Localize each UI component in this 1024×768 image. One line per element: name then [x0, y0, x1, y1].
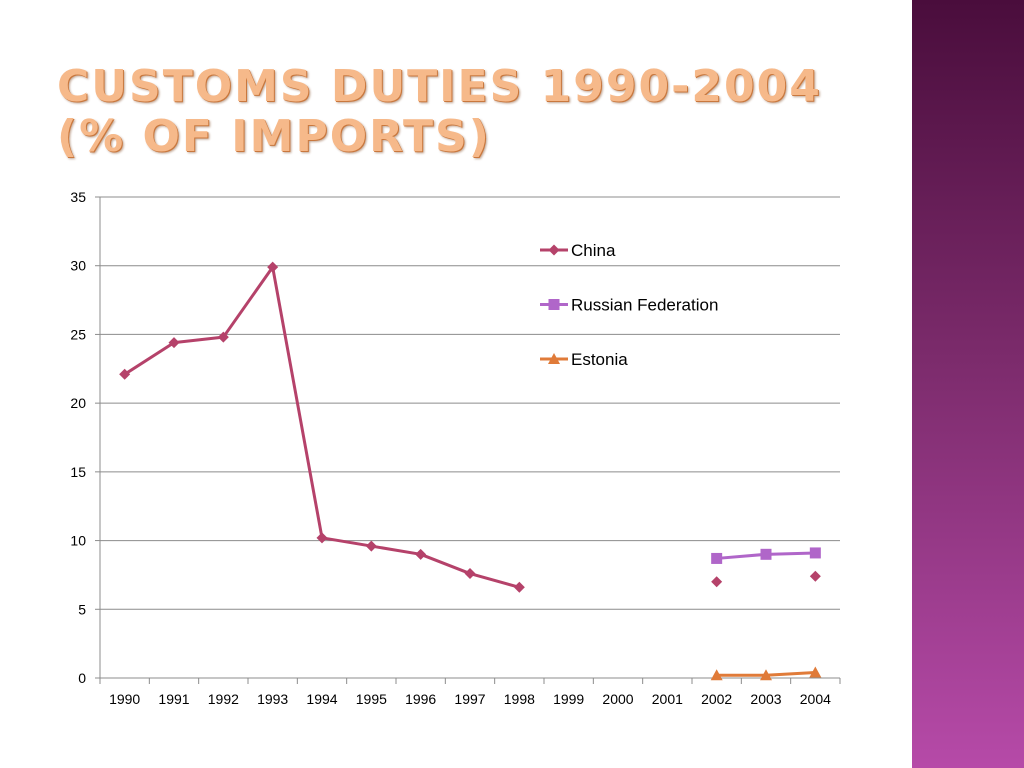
legend-entry-china: China	[540, 241, 616, 260]
legend-label: Estonia	[571, 350, 628, 369]
legend-marker	[548, 299, 560, 310]
legend-label: Russian Federation	[571, 296, 718, 315]
legend-label: China	[571, 241, 616, 260]
y-tick-label: 35	[70, 189, 86, 205]
x-tick-label: 1998	[504, 691, 535, 707]
x-tick-label: 1992	[208, 691, 239, 707]
data-point-estonia	[760, 669, 772, 681]
data-point-china	[365, 540, 377, 552]
customs-duties-line-chart: 0 5 10 15 20 25 30 35 1990 1991 1992 1993 1994 1995 19…	[70, 189, 841, 707]
data-point-china	[711, 576, 723, 588]
slide-title-line1: CUSTOMS DUTIES 1990-2004	[57, 61, 822, 112]
data-point-china	[415, 548, 427, 560]
legend-marker	[548, 353, 560, 364]
x-tick-label: 2003	[750, 691, 781, 707]
data-point-estonia	[710, 669, 723, 681]
data-point-china	[217, 331, 229, 343]
x-tick-label: 2002	[701, 691, 732, 707]
x-tick-label: 2000	[602, 691, 633, 707]
legend-entry-russian-federation: Russian Federation	[540, 296, 718, 315]
data-point-china	[316, 532, 328, 544]
y-tick-label: 30	[70, 258, 86, 274]
y-tick-label: 0	[78, 670, 86, 686]
data-point-china	[513, 581, 525, 593]
data-point-china	[168, 337, 180, 349]
y-tick-label: 10	[70, 533, 86, 549]
x-tick-label: 1990	[109, 691, 140, 707]
y-tick-label: 25	[70, 326, 86, 342]
data-point-china	[464, 568, 476, 580]
x-tick-label: 1991	[158, 691, 189, 707]
x-tick-label: 2001	[652, 691, 683, 707]
x-tick-label: 1999	[553, 691, 584, 707]
data-point-china	[119, 368, 131, 380]
x-tick-label: 1997	[454, 691, 485, 707]
x-tick-label: 1994	[306, 691, 337, 707]
legend-marker	[548, 244, 560, 256]
y-tick-label: 5	[78, 601, 86, 617]
data-point-russian-federation	[809, 547, 821, 559]
data-point-estonia	[809, 666, 822, 678]
legend-entry-estonia: Estonia	[540, 350, 628, 369]
decorative-side-bar	[912, 0, 1024, 768]
x-tick-label: 2004	[800, 691, 831, 707]
x-tick-label: 1993	[257, 691, 288, 707]
y-tick-label: 15	[70, 464, 86, 480]
data-point-china	[267, 261, 279, 273]
data-point-russian-federation	[711, 552, 723, 564]
data-point-china	[809, 570, 821, 582]
slide-title-line2: (% OF IMPORTS)	[57, 111, 491, 162]
data-point-russian-federation	[760, 548, 772, 560]
x-tick-label: 1996	[405, 691, 436, 707]
x-tick-label: 1995	[356, 691, 387, 707]
slide-title: CUSTOMS DUTIES 1990-2004 (% OF IMPORTS)	[57, 62, 822, 162]
y-tick-label: 20	[70, 395, 86, 411]
